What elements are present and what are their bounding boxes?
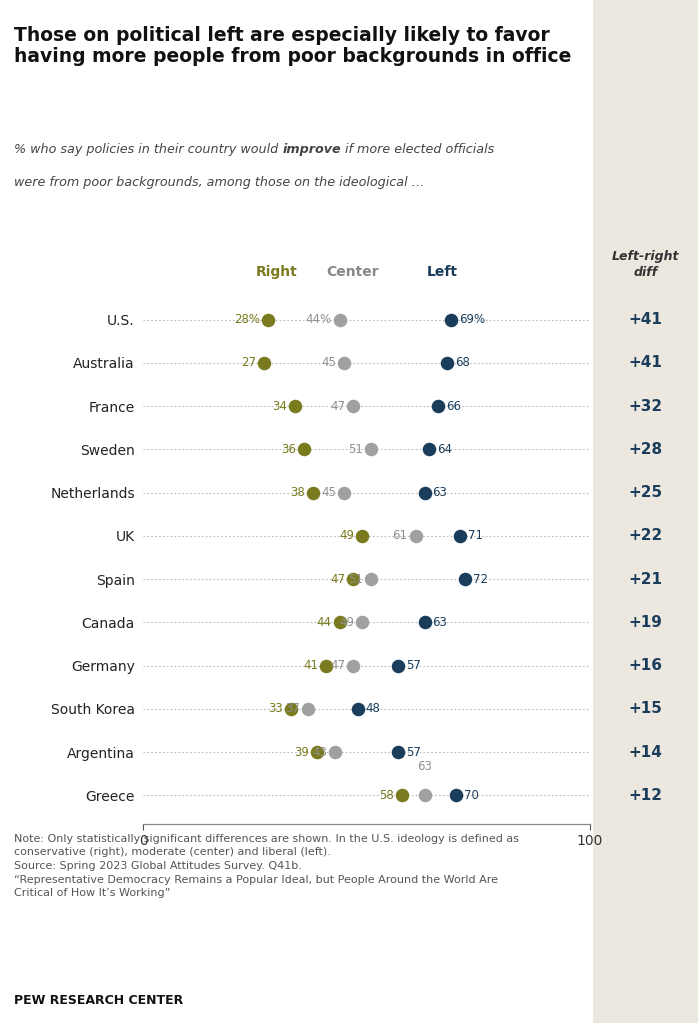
Text: 34: 34 — [272, 400, 287, 412]
Text: +25: +25 — [629, 485, 662, 500]
Point — [262, 311, 274, 327]
Point — [419, 614, 430, 630]
Text: Left-right
diff: Left-right diff — [612, 251, 679, 279]
Text: 61: 61 — [392, 530, 408, 542]
Point — [357, 528, 368, 544]
Point — [339, 355, 350, 371]
Text: Right: Right — [256, 265, 298, 279]
Text: Center: Center — [327, 265, 379, 279]
Text: 39: 39 — [295, 746, 309, 759]
Text: 63: 63 — [433, 616, 447, 629]
Point — [424, 441, 435, 457]
Text: 37: 37 — [285, 703, 300, 715]
Text: Left: Left — [427, 265, 458, 279]
Text: 27: 27 — [241, 356, 255, 369]
Text: 51: 51 — [348, 573, 363, 585]
Text: PEW RESEARCH CENTER: PEW RESEARCH CENTER — [14, 994, 183, 1008]
Point — [441, 355, 452, 371]
Text: % who say policies in their country would: % who say policies in their country woul… — [14, 143, 282, 157]
Point — [334, 614, 346, 630]
Text: 49: 49 — [339, 616, 354, 629]
Text: +16: +16 — [629, 658, 662, 673]
Point — [298, 441, 309, 457]
Text: +41: +41 — [629, 355, 662, 370]
Point — [392, 658, 403, 674]
Text: if more elected officials: if more elected officials — [341, 143, 494, 157]
Text: +15: +15 — [629, 702, 662, 716]
Point — [432, 398, 443, 414]
Text: +22: +22 — [628, 529, 663, 543]
Point — [446, 311, 457, 327]
Text: +21: +21 — [629, 572, 662, 586]
Text: 57: 57 — [406, 659, 421, 672]
Text: 45: 45 — [321, 356, 336, 369]
Point — [419, 485, 430, 501]
Text: 45: 45 — [321, 486, 336, 499]
Text: +19: +19 — [629, 615, 662, 630]
Text: +12: +12 — [629, 788, 662, 803]
Point — [303, 701, 314, 717]
Text: 69%: 69% — [459, 313, 486, 326]
Text: 66: 66 — [446, 400, 461, 412]
Text: were from poor backgrounds, among those on the ideological …: were from poor backgrounds, among those … — [14, 176, 424, 189]
Text: 43: 43 — [312, 746, 327, 759]
Text: 49: 49 — [339, 530, 354, 542]
Text: 70: 70 — [464, 789, 479, 802]
Text: +14: +14 — [629, 745, 662, 760]
Point — [352, 701, 363, 717]
Point — [339, 485, 350, 501]
Point — [396, 788, 408, 804]
Text: 47: 47 — [330, 659, 345, 672]
Point — [334, 311, 346, 327]
Point — [307, 485, 318, 501]
Point — [392, 744, 403, 760]
Text: 64: 64 — [437, 443, 452, 456]
Text: 33: 33 — [268, 703, 283, 715]
Point — [410, 528, 421, 544]
Point — [290, 398, 301, 414]
Text: Note: Only statistically significant differences are shown. In the U.S. ideology: Note: Only statistically significant dif… — [14, 834, 519, 898]
Point — [419, 788, 430, 804]
Text: 63: 63 — [433, 486, 447, 499]
Point — [312, 744, 323, 760]
Text: 71: 71 — [468, 530, 483, 542]
Text: 28%: 28% — [234, 313, 260, 326]
Text: 36: 36 — [281, 443, 296, 456]
Text: 63: 63 — [417, 760, 432, 773]
Point — [459, 571, 470, 587]
Point — [285, 701, 296, 717]
Text: 41: 41 — [303, 659, 318, 672]
Point — [365, 571, 376, 587]
Text: 68: 68 — [455, 356, 470, 369]
Text: 38: 38 — [290, 486, 305, 499]
Point — [258, 355, 269, 371]
Point — [348, 571, 359, 587]
Text: +32: +32 — [629, 399, 662, 413]
Point — [357, 614, 368, 630]
Point — [348, 658, 359, 674]
Point — [348, 398, 359, 414]
Point — [329, 744, 341, 760]
Text: 47: 47 — [330, 573, 345, 585]
Text: 72: 72 — [473, 573, 488, 585]
Text: 47: 47 — [330, 400, 345, 412]
Text: 48: 48 — [366, 703, 380, 715]
Text: 44%: 44% — [306, 313, 332, 326]
Text: 57: 57 — [406, 746, 421, 759]
Point — [454, 528, 466, 544]
Text: +41: +41 — [629, 312, 662, 327]
Point — [365, 441, 376, 457]
Text: +28: +28 — [629, 442, 662, 457]
Text: 51: 51 — [348, 443, 363, 456]
Point — [320, 658, 332, 674]
Text: Those on political left are especially likely to favor
having more people from p: Those on political left are especially l… — [14, 26, 572, 65]
Text: improve: improve — [282, 143, 341, 157]
Text: 58: 58 — [380, 789, 394, 802]
Point — [450, 788, 461, 804]
Text: 44: 44 — [317, 616, 332, 629]
